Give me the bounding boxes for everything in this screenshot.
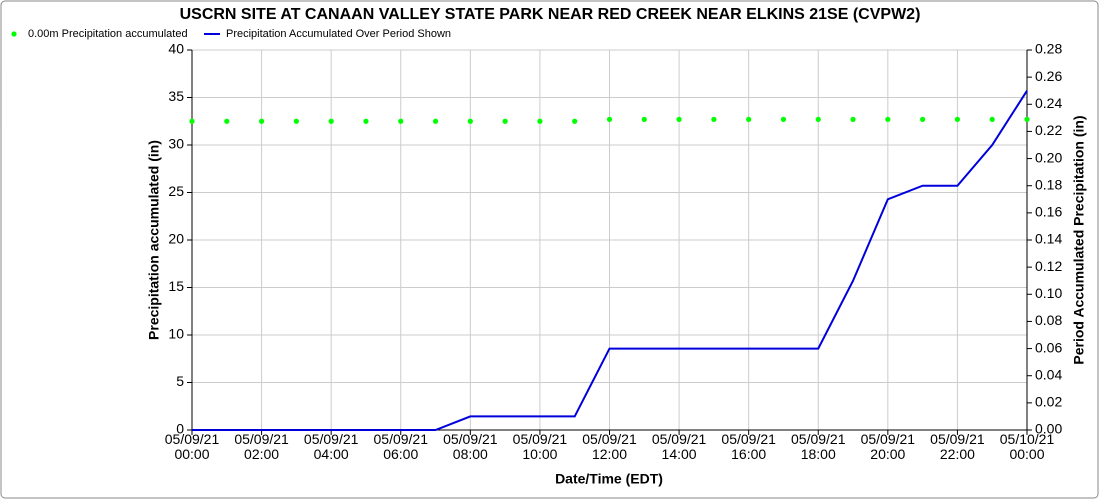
y-tick-label: 35: [168, 88, 184, 104]
y-tick-label: 5: [176, 373, 184, 389]
data-point: [989, 116, 995, 122]
data-point: [711, 116, 717, 122]
data-point: [258, 118, 265, 124]
y2-tick-label: 0.10: [1035, 285, 1062, 301]
data-point: [398, 118, 404, 124]
data-line: [192, 90, 1028, 431]
data-point: [293, 118, 299, 124]
x-tick-label: 05/09/21 14:00: [652, 431, 707, 462]
data-point: [537, 118, 543, 124]
legend-marker: [11, 31, 17, 37]
y2-tick-label: 0.16: [1035, 204, 1062, 220]
y2-tick-label: 0.14: [1035, 231, 1062, 247]
data-point: [676, 116, 682, 122]
legend-label: Precipitation Accumulated Over Period Sh…: [226, 28, 451, 40]
data-point: [920, 116, 926, 122]
data-point: [606, 116, 613, 122]
y-tick-label: 30: [168, 136, 184, 152]
x-tick-label: 05/09/21 10:00: [513, 431, 568, 462]
data-point: [467, 118, 473, 124]
y-tick-label: 20: [168, 231, 184, 247]
x-tick-label: 05/09/21 16:00: [721, 431, 776, 462]
y2-tick-label: 0.06: [1035, 339, 1062, 355]
data-point: [885, 116, 891, 122]
data-point: [641, 116, 647, 122]
y-tick-label: 10: [168, 326, 184, 342]
y2-tick-label: 0.22: [1035, 122, 1062, 138]
y-tick-label: 40: [168, 41, 184, 57]
y2-tick-label: 0.08: [1035, 312, 1062, 328]
data-point: [189, 118, 195, 124]
data-point: [815, 116, 821, 122]
legend-label: 0.00m Precipitation accumulated: [28, 28, 188, 40]
y2-tick-label: 0.28: [1035, 41, 1062, 57]
x-tick-label: 05/09/21 00:00: [165, 431, 220, 462]
x-tick-label: 05/09/21 18:00: [791, 431, 846, 462]
data-point: [780, 116, 787, 122]
y2-axis-label: Period Accumulated Precipitation (in): [1071, 115, 1087, 364]
x-tick-label: 05/09/21 08:00: [443, 431, 498, 462]
data-point: [363, 118, 369, 124]
x-tick-label: 05/09/21 12:00: [582, 431, 637, 462]
y-tick-label: 25: [168, 183, 184, 199]
x-tick-label: 05/10/21 00:00: [1000, 431, 1055, 462]
x-tick-label: 05/09/21 06:00: [374, 431, 429, 462]
y2-tick-label: 0.18: [1035, 176, 1062, 192]
y2-tick-label: 0.24: [1035, 95, 1062, 111]
data-point: [502, 118, 508, 124]
data-point: [850, 116, 856, 122]
y2-tick-label: 0.26: [1035, 68, 1062, 84]
y-tick-label: 15: [168, 278, 184, 294]
y2-tick-label: 0.12: [1035, 258, 1062, 274]
x-axis-label: Date/Time (EDT): [555, 471, 663, 487]
y2-tick-label: 0.02: [1035, 394, 1062, 410]
chart-title: USCRN SITE AT CANAAN VALLEY STATE PARK N…: [180, 6, 921, 23]
data-point: [954, 116, 961, 122]
data-point: [572, 118, 578, 124]
x-tick-label: 05/09/21 20:00: [861, 431, 916, 462]
x-tick-label: 05/09/21 22:00: [930, 431, 985, 462]
data-point: [432, 118, 439, 124]
x-tick-label: 05/09/21 04:00: [304, 431, 359, 462]
y2-tick-label: 0.00: [1035, 421, 1062, 437]
y2-tick-label: 0.04: [1035, 366, 1062, 382]
y-axis-label: Precipitation accumulated (in): [146, 140, 162, 340]
x-tick-label: 05/09/21 02:00: [234, 431, 289, 462]
data-point: [224, 118, 230, 124]
data-point: [328, 118, 334, 124]
y-tick-label: 0: [176, 421, 184, 437]
y2-tick-label: 0.20: [1035, 149, 1062, 165]
data-point: [1024, 116, 1030, 122]
data-point: [746, 116, 752, 122]
